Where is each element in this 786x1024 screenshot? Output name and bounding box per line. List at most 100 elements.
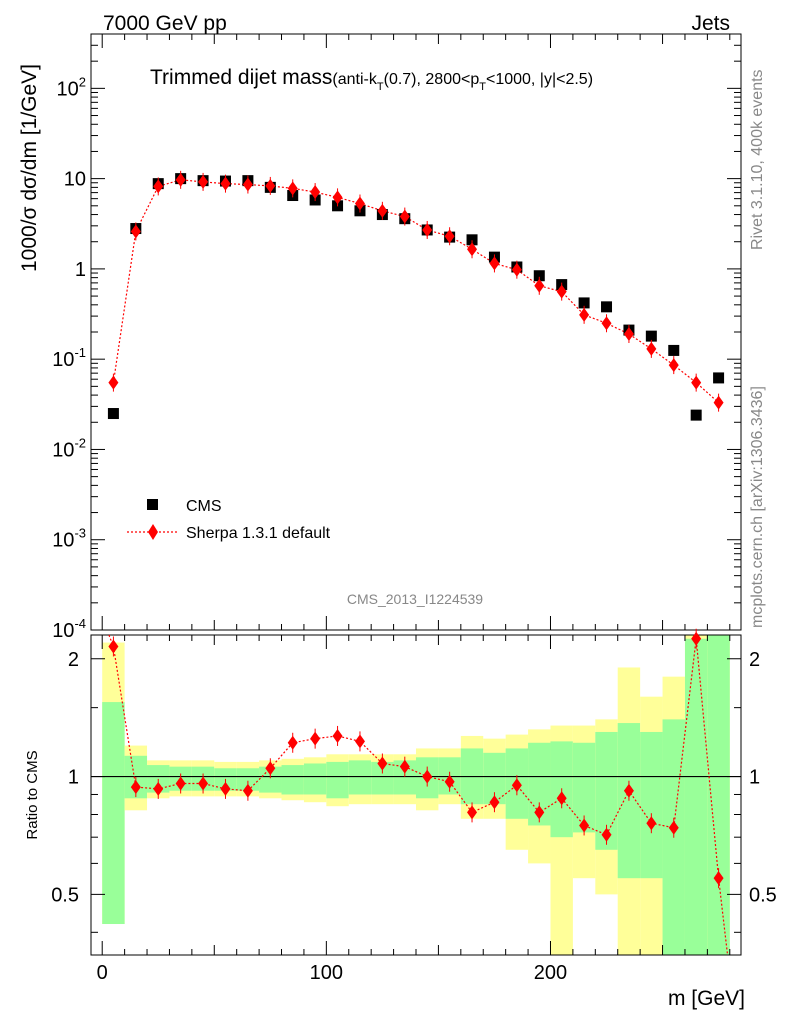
mc-data-point: [646, 341, 657, 356]
x-tick-label: 0: [97, 962, 108, 984]
ratio-mc-point: [646, 816, 657, 831]
ratio-band-inner: [348, 760, 372, 795]
header-right: Jets: [691, 12, 730, 35]
ratio-band-inner: [707, 635, 730, 955]
ratio-mc-point: [489, 795, 500, 810]
cms-data-point: [601, 301, 613, 313]
ratio-band-inner: [483, 752, 506, 805]
mc-data-point: [489, 256, 500, 271]
ratio-mc-point: [108, 639, 119, 654]
legend: CMS Sherpa 1.3.1 default: [127, 498, 331, 542]
mc-data-point: [511, 262, 522, 277]
main-y-axis-label: 1000/σ dσ/dm [1/GeV]: [18, 64, 41, 272]
ratio-band-inner: [147, 765, 170, 793]
ratio-mc-point: [130, 780, 141, 795]
mc-data-point: [691, 375, 702, 390]
mc-data-point: [399, 209, 410, 224]
legend-data-marker: [147, 499, 158, 510]
cms-data-point: [466, 234, 478, 246]
main-y-tick-label: 10-1: [52, 345, 86, 371]
plot-title: Trimmed dijet mass(anti-kT(0.7), 2800<pT…: [150, 66, 593, 93]
legend-mc-label: Sherpa 1.3.1 default: [186, 525, 331, 542]
ratio-mc-point: [198, 776, 209, 791]
ratio-mc-point: [467, 805, 478, 820]
mc-data-point: [467, 242, 478, 257]
ratio-y-axis-label: Ratio to CMS: [24, 750, 41, 839]
mc-series-line: [112, 179, 719, 404]
mc-data-point: [220, 176, 231, 191]
title-main: Trimmed dijet mass: [150, 66, 332, 89]
cms-data-point: [107, 408, 119, 420]
ratio-band-inner: [303, 763, 327, 795]
ratio-mc-point: [399, 759, 410, 774]
header-left: 7000 GeV pp: [103, 12, 227, 35]
ratio-mc-point: [220, 781, 231, 796]
mc-data-point: [108, 375, 119, 390]
x-axis-label: m [GeV]: [668, 987, 745, 1010]
mc-data-point: [713, 395, 724, 410]
ratio-mc-point: [444, 774, 455, 789]
ratio-y-tick-label-right: 2: [749, 649, 760, 671]
ratio-plot-axes: 0.5 0.5 1 1 2 2 0 100 200: [51, 634, 777, 984]
ratio-mc-line: [108, 634, 729, 956]
main-plot-axes: 10-4 10-3 10-2 10-1 1 10 102: [52, 33, 742, 642]
ratio-mc-point: [713, 871, 724, 886]
main-y-tick-label: 10: [64, 169, 86, 191]
ratio-uncertainty-bands: [102, 635, 730, 955]
mc-data-point: [556, 284, 567, 299]
ratio-band-inner: [102, 702, 125, 925]
ratio-mc-point: [310, 731, 321, 746]
ratio-band-inner: [684, 638, 708, 955]
mc-data-point: [332, 190, 343, 205]
ratio-band-inner: [326, 761, 349, 799]
cms-data-point: [713, 372, 725, 384]
cms-data-point: [533, 270, 545, 282]
mc-data-point: [579, 307, 590, 322]
ratio-mc-point: [511, 778, 522, 793]
ratio-mc-point: [623, 783, 634, 798]
ratio-mc-point: [265, 761, 276, 776]
mc-data-point: [242, 177, 253, 192]
mc-data-point: [534, 278, 545, 293]
ratio-band-inner: [572, 742, 596, 833]
ratio-mc-point: [556, 791, 567, 806]
ratio-mc-point: [287, 735, 298, 750]
ratio-band-inner: [371, 761, 394, 795]
mc-data-point: [287, 181, 298, 196]
ratio-mc-point: [377, 756, 388, 771]
rivet-version-text: Rivet 3.1.10, 400k events: [749, 69, 766, 250]
cms-data-point: [645, 330, 657, 342]
mc-data-point: [354, 196, 365, 211]
main-y-tick-label: 102: [57, 74, 86, 100]
mc-data-point: [623, 327, 634, 342]
mc-data-point: [153, 179, 164, 194]
main-y-tick-label: 10-2: [52, 435, 86, 461]
ratio-mc-point: [175, 776, 186, 791]
ratio-y-tick-label: 2: [68, 649, 79, 671]
legend-data-label: CMS: [186, 498, 222, 515]
ratio-mc-point: [354, 734, 365, 749]
ratio-band-inner: [281, 765, 304, 795]
title-sub-t1: T: [377, 81, 384, 93]
x-tick-label: 100: [310, 962, 343, 984]
cms-data-point: [578, 297, 590, 309]
cms-data-point: [668, 344, 680, 356]
main-y-tick-label: 10-3: [52, 526, 86, 552]
ratio-band-inner: [393, 760, 416, 795]
cms-data-point: [690, 409, 702, 421]
ratio-band-inner: [640, 731, 663, 879]
ratio-mc-point: [422, 769, 433, 784]
mc-data-point: [668, 358, 679, 373]
title-sub-mid: (0.7), 2800<p: [384, 71, 480, 88]
x-tick-label: 200: [534, 962, 567, 984]
ratio-mc-point: [153, 781, 164, 796]
legend-mc-marker: [148, 524, 158, 540]
analysis-id: CMS_2013_I1224539: [347, 591, 483, 607]
ratio-mc-point: [579, 818, 590, 833]
ratio-mc-point: [242, 783, 253, 798]
title-sub-end: <1000, |y|<2.5): [486, 71, 593, 88]
ratio-mc-point: [691, 631, 702, 646]
ratio-band-inner: [595, 731, 618, 850]
ratio-y-tick-label-right: 0.5: [749, 884, 777, 906]
